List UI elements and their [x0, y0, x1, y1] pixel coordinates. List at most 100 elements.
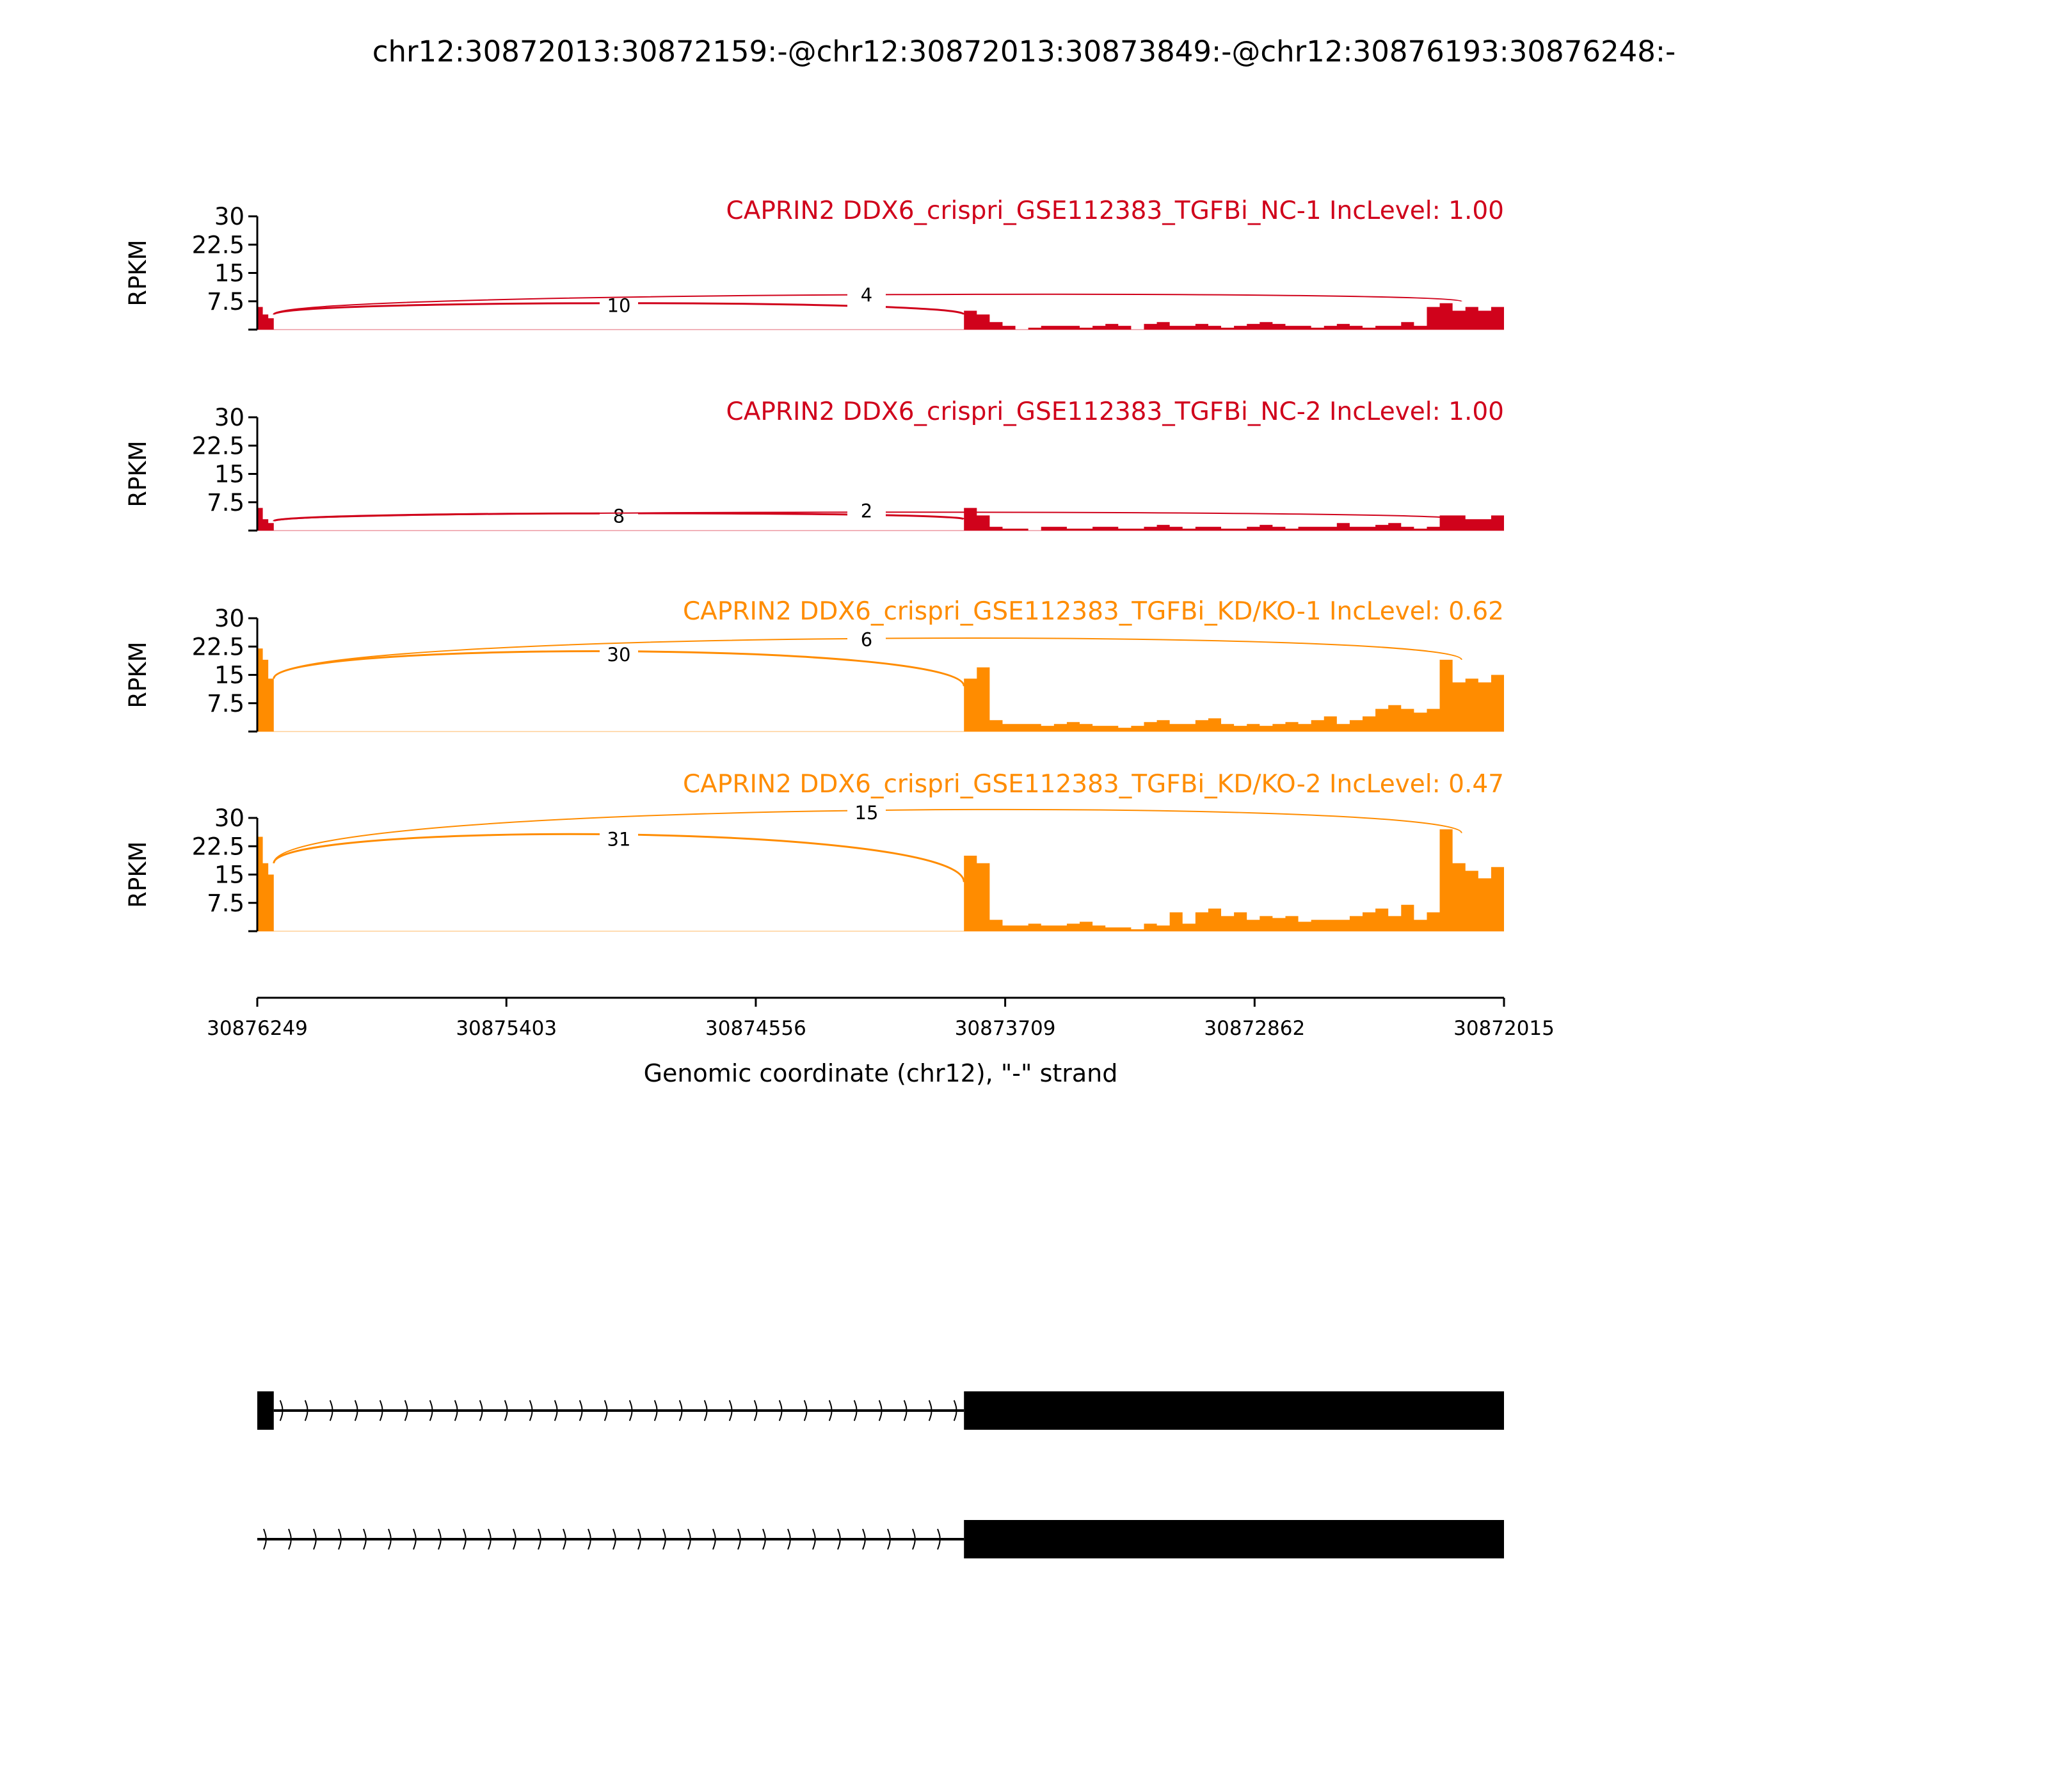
- y-tick-label: 22.5: [192, 231, 244, 259]
- x-tick-label: 30872015: [1453, 1017, 1555, 1040]
- coverage-exon1: [257, 307, 274, 330]
- junction-count-label: 4: [861, 284, 872, 306]
- strand-arrow-icon: [288, 1528, 292, 1550]
- y-axis-label: RPKM: [124, 440, 152, 507]
- y-tick-label: 30: [214, 605, 244, 632]
- x-tick-label: 30873709: [955, 1017, 1056, 1040]
- coverage-exon2: [964, 659, 1504, 732]
- strand-arrow-icon: [429, 1400, 433, 1421]
- y-tick-label: 7.5: [207, 489, 244, 516]
- y-tick-label: 7.5: [207, 690, 244, 717]
- track-title: CAPRIN2 DDX6_crispri_GSE112383_TGFBi_NC-…: [726, 196, 1505, 225]
- y-tick-label: 15: [214, 861, 244, 889]
- chart-title: chr12:30872013:30872159:-@chr12:30872013…: [372, 35, 1676, 68]
- strand-arrow-icon: [379, 1400, 383, 1421]
- strand-arrow-icon: [338, 1528, 342, 1550]
- junction-count-label: 6: [861, 628, 872, 650]
- junction-label-box: [847, 627, 886, 653]
- exon-block: [964, 1520, 1504, 1558]
- strand-arrow-icon: [463, 1528, 467, 1550]
- strand-arrow-icon: [712, 1528, 716, 1550]
- strand-arrow-icon: [579, 1400, 583, 1421]
- strand-arrow-icon: [329, 1400, 333, 1421]
- junction-label-box: [847, 498, 886, 524]
- strand-arrow-icon: [787, 1528, 791, 1550]
- transcript: [257, 1520, 1504, 1558]
- x-tick-label: 30872862: [1204, 1017, 1305, 1040]
- strand-arrow-icon: [263, 1528, 267, 1550]
- strand-arrow-icon: [887, 1528, 891, 1550]
- strand-arrow-icon: [737, 1528, 741, 1550]
- y-tick-label: 22.5: [192, 633, 244, 660]
- strand-arrow-icon: [454, 1400, 458, 1421]
- strand-arrow-icon: [837, 1528, 841, 1550]
- x-axis: 30876249 30875403 30874556 30873709 30872862…: [207, 996, 1555, 1040]
- junction-count-label: 8: [613, 505, 625, 527]
- junction-label-box: [847, 800, 886, 826]
- y-tick-label: 30: [214, 404, 244, 431]
- y-axis-label: RPKM: [124, 239, 152, 306]
- y-axis-label: RPKM: [124, 641, 152, 708]
- strand-arrow-icon: [413, 1528, 417, 1550]
- strand-arrow-icon: [762, 1528, 766, 1550]
- junction-count-label: 10: [607, 295, 631, 317]
- y-tick-label: 15: [214, 461, 244, 488]
- junction-count-label: 2: [861, 500, 872, 522]
- strand-arrow-icon: [612, 1528, 616, 1550]
- track-title: CAPRIN2 DDX6_crispri_GSE112383_TGFBi_KD/…: [683, 770, 1504, 799]
- strand-arrow-icon: [912, 1528, 916, 1550]
- coverage-exon2: [964, 508, 1504, 531]
- exon-block: [964, 1391, 1504, 1430]
- strand-arrow-icon: [812, 1528, 816, 1550]
- junction-label-box: [600, 642, 638, 668]
- transcript: [257, 1391, 1504, 1430]
- strand-arrow-icon: [563, 1528, 566, 1550]
- strand-arrow-icon: [937, 1528, 941, 1550]
- x-axis-label: Genomic coordinate (chr12), "-" strand: [644, 1059, 1118, 1087]
- y-tick-label: 22.5: [192, 432, 244, 460]
- junction-label-box: [847, 282, 886, 308]
- strand-arrow-icon: [504, 1400, 508, 1421]
- exon-block: [257, 1391, 274, 1430]
- y-tick-label: 7.5: [207, 288, 244, 316]
- strand-arrow-icon: [354, 1400, 358, 1421]
- strand-arrow-icon: [628, 1400, 633, 1421]
- strand-arrow-icon: [404, 1400, 408, 1421]
- y-tick-label: 15: [214, 260, 244, 287]
- track-title: CAPRIN2 DDX6_crispri_GSE112383_TGFBi_NC-…: [726, 397, 1505, 426]
- strand-arrow-icon: [313, 1528, 317, 1550]
- strand-arrow-icon: [862, 1528, 866, 1550]
- y-tick-label: 30: [214, 203, 244, 230]
- y-tick-label: 30: [214, 804, 244, 832]
- strand-arrow-icon: [438, 1528, 442, 1550]
- strand-arrow-icon: [479, 1400, 483, 1421]
- strand-arrow-icon: [554, 1400, 558, 1421]
- coverage-exon2: [964, 829, 1504, 931]
- strand-arrow-icon: [662, 1528, 666, 1550]
- y-tick-label: 7.5: [207, 890, 244, 917]
- strand-arrow-icon: [529, 1400, 533, 1421]
- y-tick-label: 22.5: [192, 833, 244, 860]
- strand-arrow-icon: [279, 1400, 284, 1421]
- x-tick-label: 30874556: [705, 1017, 806, 1040]
- coverage-exon1: [257, 836, 274, 931]
- strand-arrow-icon: [363, 1528, 367, 1550]
- junction-label-box: [600, 826, 638, 852]
- strand-arrow-icon: [687, 1528, 691, 1550]
- strand-arrow-icon: [488, 1528, 492, 1550]
- coverage-exon2: [964, 303, 1504, 330]
- junction-count-label: 15: [855, 802, 879, 824]
- junction-count-label: 31: [607, 829, 631, 851]
- coverage-exon1: [257, 648, 274, 732]
- junction-label-box: [600, 503, 638, 529]
- junction-count-label: 30: [607, 644, 631, 666]
- x-tick-label: 30875403: [456, 1017, 557, 1040]
- strand-arrow-icon: [588, 1528, 591, 1550]
- gene-model-track: [257, 1391, 1504, 1558]
- strand-arrow-icon: [304, 1400, 308, 1421]
